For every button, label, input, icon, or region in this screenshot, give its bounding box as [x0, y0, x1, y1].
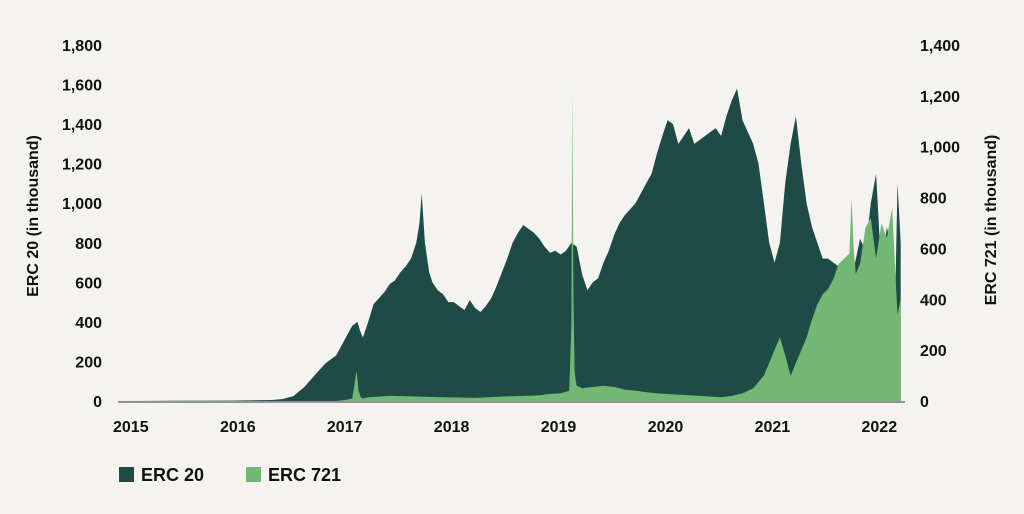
x-tick-label: 2017: [327, 419, 363, 436]
y-left-tick-label: 1,600: [62, 78, 102, 95]
y-left-axis-ticks: 0 200 400 600 800 1,000 1,200 1,400 1,600 1,800: [62, 38, 102, 411]
legend-label-erc721: ERC 721: [268, 465, 341, 485]
y-left-tick-label: 1,800: [62, 38, 102, 55]
legend: ERC 20 ERC 721: [119, 465, 341, 485]
y-right-tick-label: 1,400: [920, 38, 960, 55]
legend-swatch-erc20: [119, 467, 134, 482]
x-tick-label: 2015: [113, 419, 149, 436]
area-erc721: [122, 90, 901, 402]
y-right-tick-label: 800: [920, 191, 947, 208]
y-right-axis-ticks: 0 200 400 600 800 1,000 1,200 1,400: [920, 38, 960, 411]
y-left-tick-label: 1,400: [62, 117, 102, 134]
y-left-tick-label: 400: [75, 315, 102, 332]
area-erc20: [122, 88, 901, 401]
y-left-tick-label: 800: [75, 236, 102, 253]
x-tick-label: 2018: [434, 419, 470, 436]
y-left-tick-label: 600: [75, 275, 102, 292]
y-right-axis-title: ERC 721 (in thousand): [983, 135, 1000, 306]
x-tick-label: 2021: [755, 419, 791, 436]
plot-area: [122, 88, 901, 402]
x-tick-label: 2016: [220, 419, 256, 436]
x-tick-label: 2020: [648, 419, 684, 436]
y-right-tick-label: 1,200: [920, 89, 960, 106]
x-axis-ticks: 2015 2016 2017 2018 2019 2020 2021 2022: [113, 419, 897, 436]
y-left-tick-label: 1,000: [62, 196, 102, 213]
y-right-tick-label: 400: [920, 292, 947, 309]
y-right-tick-label: 200: [920, 343, 947, 360]
y-right-tick-label: 1,000: [920, 140, 960, 157]
legend-label-erc20: ERC 20: [141, 465, 204, 485]
legend-swatch-erc721: [246, 467, 261, 482]
y-left-tick-label: 0: [93, 394, 102, 411]
y-right-tick-label: 600: [920, 241, 947, 258]
y-left-axis-title: ERC 20 (in thousand): [25, 135, 42, 297]
y-right-tick-label: 0: [920, 394, 929, 411]
x-tick-label: 2022: [862, 419, 898, 436]
x-tick-label: 2019: [541, 419, 577, 436]
y-left-tick-label: 200: [75, 354, 102, 371]
y-left-tick-label: 1,200: [62, 157, 102, 174]
